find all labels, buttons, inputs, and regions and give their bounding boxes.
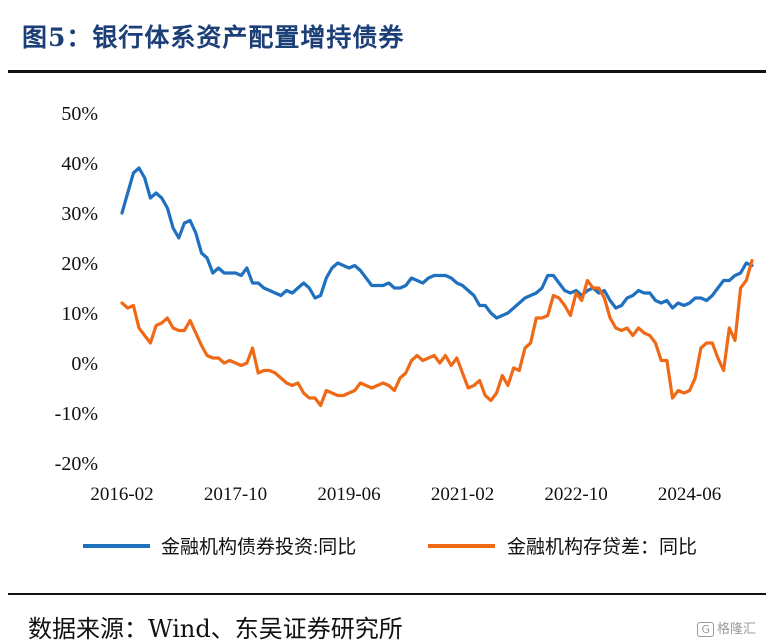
y-tick-label: -20% — [55, 453, 98, 475]
legend: 金融机构债券投资:同比 金融机构存贷差：同比 — [83, 536, 697, 558]
x-tick-label: 2022-10 — [544, 484, 607, 505]
y-tick-label: 30% — [61, 203, 98, 225]
y-tick-label: 20% — [61, 253, 98, 275]
x-tick-label: 2017-10 — [204, 484, 267, 505]
watermark-logo-icon: G — [697, 622, 714, 637]
series-line-2 — [120, 258, 754, 408]
line-chart: 50% 40% 30% 20% 10% 0% -10% -20% 2016-02 2017-10… — [55, 103, 754, 558]
x-tick-label: 2016-02 — [90, 484, 153, 505]
series-line-1 — [120, 166, 754, 320]
x-axis: 2016-02 2017-10 2019-06 2021-02 2022-10 2024-… — [90, 484, 721, 505]
top-rule — [8, 70, 766, 73]
y-axis: 50% 40% 30% 20% 10% 0% -10% -20% — [55, 103, 98, 475]
y-tick-label: 10% — [61, 303, 98, 325]
chart-title: 图5：银行体系资产配置增持债券 — [22, 23, 405, 52]
data-source-note: 数据来源：Wind、东吴证券研究所 — [28, 615, 403, 643]
y-tick-label: -10% — [55, 403, 98, 425]
y-tick-label: 50% — [61, 103, 98, 125]
y-tick-label: 40% — [61, 153, 98, 175]
watermark: G 格隆汇 — [697, 618, 756, 637]
series-layer — [120, 166, 754, 408]
bottom-rule — [8, 593, 766, 595]
legend-label: 金融机构存贷差：同比 — [507, 536, 697, 558]
x-tick-label: 2024-06 — [658, 484, 721, 505]
x-tick-label: 2019-06 — [317, 484, 380, 505]
y-tick-label: 0% — [71, 353, 98, 375]
watermark-text: 格隆汇 — [716, 622, 756, 637]
legend-label: 金融机构债券投资:同比 — [161, 536, 356, 558]
x-tick-label: 2021-02 — [431, 484, 494, 505]
